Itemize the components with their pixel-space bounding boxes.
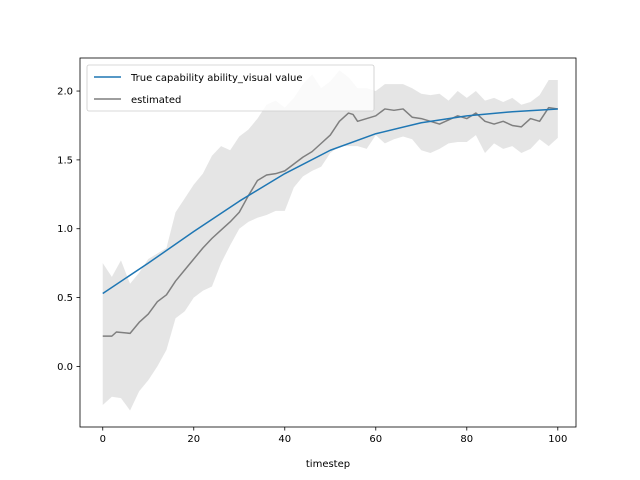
plot-frame bbox=[79, 57, 577, 428]
x-axis-title: timestep bbox=[306, 459, 350, 470]
y-tick-label: 2.0 bbox=[57, 87, 73, 98]
y-tick-label: 1.5 bbox=[57, 155, 73, 166]
series-lines-layer bbox=[102, 106, 558, 337]
y-tick-label: 0.5 bbox=[57, 293, 73, 304]
legend-box bbox=[86, 64, 375, 112]
legend-label-estimated: estimated bbox=[131, 95, 181, 106]
confidence-band bbox=[102, 70, 558, 411]
x-tick-label: 0 bbox=[100, 434, 106, 445]
true-capability-line bbox=[102, 108, 558, 295]
confidence-band-layer bbox=[102, 70, 558, 411]
y-tick-label: 0.0 bbox=[57, 362, 73, 373]
y-axis-ticks: 0.0 0.5 1.0 1.5 2.0 bbox=[57, 87, 80, 373]
x-tick-label: 20 bbox=[187, 434, 200, 445]
estimated-line bbox=[102, 106, 558, 337]
x-tick-label: 100 bbox=[548, 434, 567, 445]
legend: True capability ability_visual value est… bbox=[86, 64, 375, 112]
x-axis-ticks: 0 20 40 60 80 100 bbox=[100, 427, 567, 445]
x-tick-label: 80 bbox=[460, 434, 473, 445]
legend-label-true-capability: True capability ability_visual value bbox=[130, 73, 303, 84]
y-tick-label: 1.0 bbox=[57, 224, 73, 235]
x-tick-label: 60 bbox=[369, 434, 382, 445]
x-tick-label: 40 bbox=[278, 434, 291, 445]
